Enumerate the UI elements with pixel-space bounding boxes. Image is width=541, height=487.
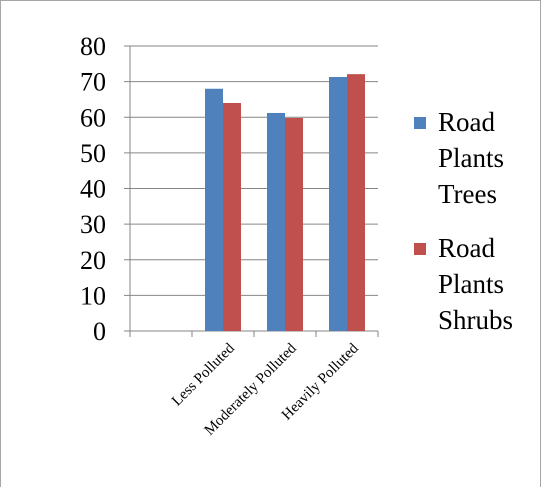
legend-label: Road — [438, 107, 495, 137]
bar-trees — [267, 112, 285, 331]
y-tick-label: 40 — [80, 175, 106, 204]
bar-trees — [329, 76, 347, 332]
legend-swatch — [414, 243, 426, 255]
legend-label: Shrubs — [438, 305, 513, 335]
legend-label: Plants — [438, 269, 504, 299]
y-tick-label: 70 — [80, 68, 106, 97]
legend-label: Trees — [438, 179, 497, 209]
y-tick-label: 80 — [80, 32, 106, 61]
y-tick-label: 20 — [80, 246, 106, 275]
category-label: Less Polluted — [169, 340, 238, 409]
bar-trees — [205, 88, 223, 331]
y-tick-label: 0 — [93, 317, 106, 346]
bar-shrubs — [285, 117, 303, 332]
y-tick-label: 60 — [80, 103, 106, 132]
y-tick-label: 10 — [80, 281, 106, 310]
y-tick-label: 30 — [80, 210, 106, 239]
y-tick-label: 50 — [80, 139, 106, 168]
legend-label: Road — [438, 233, 495, 263]
bar-shrubs — [347, 74, 365, 332]
legend-label: Plants — [438, 143, 504, 173]
bar-shrubs — [223, 103, 241, 331]
legend-swatch — [414, 117, 426, 129]
